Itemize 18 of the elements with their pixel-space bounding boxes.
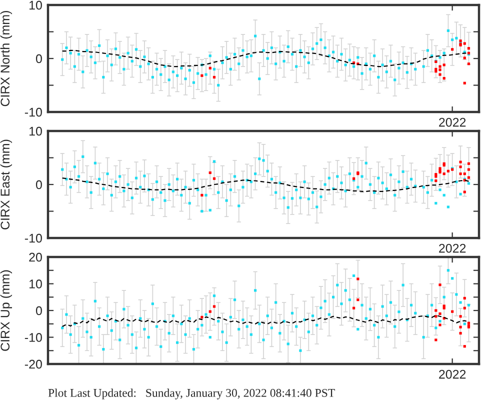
y-tick-label: 0: [36, 306, 42, 316]
x-tick-label: 2022: [439, 370, 466, 379]
text: Plot Last Updated: Sunday, January 30, 2022 08:41:40 PST: [48, 388, 335, 400]
y-tick-label: 10: [29, 0, 42, 10]
y-tick-label: 0: [36, 54, 42, 64]
y-tick-label: 0: [36, 180, 42, 190]
y-tick-label: 10: [29, 280, 42, 288]
y-tick-label: -10: [24, 234, 42, 243]
y-axis-title: CIRX Up (mm): [0, 270, 12, 351]
y-tick-label: -20: [24, 360, 42, 369]
y-axis-title: CIRX North (mm): [0, 11, 12, 106]
y-tick-label: 10: [29, 126, 42, 136]
y-tick-label: 20: [29, 252, 42, 262]
x-tick-label: 2022: [439, 118, 466, 127]
y-axis-title: CIRX East (mm): [0, 140, 12, 230]
y-tick-label: -10: [24, 108, 42, 117]
x-tick-label: 2022: [439, 244, 466, 253]
y-tick-label: -10: [24, 333, 42, 342]
